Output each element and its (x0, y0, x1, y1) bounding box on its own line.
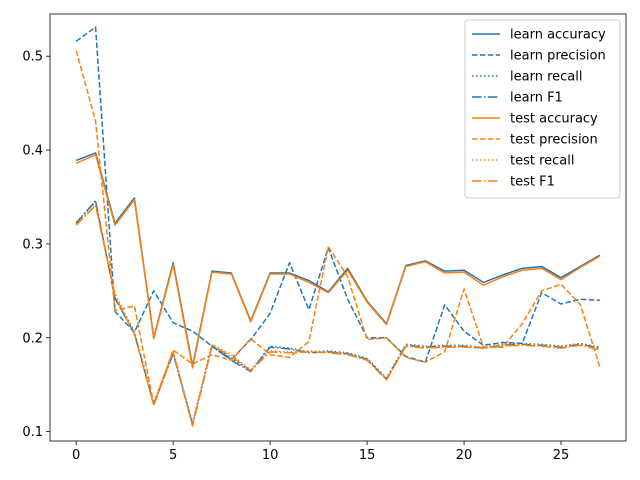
x-tick-label: 0 (72, 448, 80, 463)
legend: learn accuracy learn precision learn recal… (464, 19, 621, 199)
x-tick-label: 25 (553, 448, 570, 463)
legend-label-learn-accuracy: learn accuracy (510, 28, 606, 43)
legend-label-test-accuracy: test accuracy (510, 112, 598, 127)
legend-label-test-f1: test F1 (510, 175, 555, 190)
series-line-test-f1 (75, 204, 600, 427)
y-tick-label: 0.2 (22, 331, 43, 346)
axes-frame (49, 13, 627, 442)
legend-label-learn-recall: learn recall (510, 70, 582, 85)
y-tick-label: 0.4 (22, 144, 43, 159)
legend-box (464, 19, 621, 199)
series-line-test-accuracy (75, 154, 601, 369)
y-tick-label: 0.1 (22, 425, 43, 440)
legend-label-test-precision: test precision (510, 133, 598, 148)
legend-label-test-recall: test recall (510, 154, 575, 169)
series-line-learn-f1 (75, 200, 600, 426)
legend-label-learn-f1: learn F1 (510, 91, 563, 106)
axes-layer: 0 5 10 15 20 25 0.1 0.2 0.3 0.4 0.5 (22, 13, 627, 463)
x-tick-label: 10 (262, 448, 279, 463)
x-tick-label: 20 (456, 448, 473, 463)
legend-label-learn-precision: learn precision (510, 49, 606, 64)
y-tick-label: 0.3 (22, 237, 43, 252)
x-tick-label: 15 (359, 448, 376, 463)
series-line-learn-precision (75, 26, 600, 363)
x-tick-label: 5 (169, 448, 177, 463)
y-tick-label: 0.5 (22, 50, 43, 65)
series-layer (75, 26, 601, 427)
